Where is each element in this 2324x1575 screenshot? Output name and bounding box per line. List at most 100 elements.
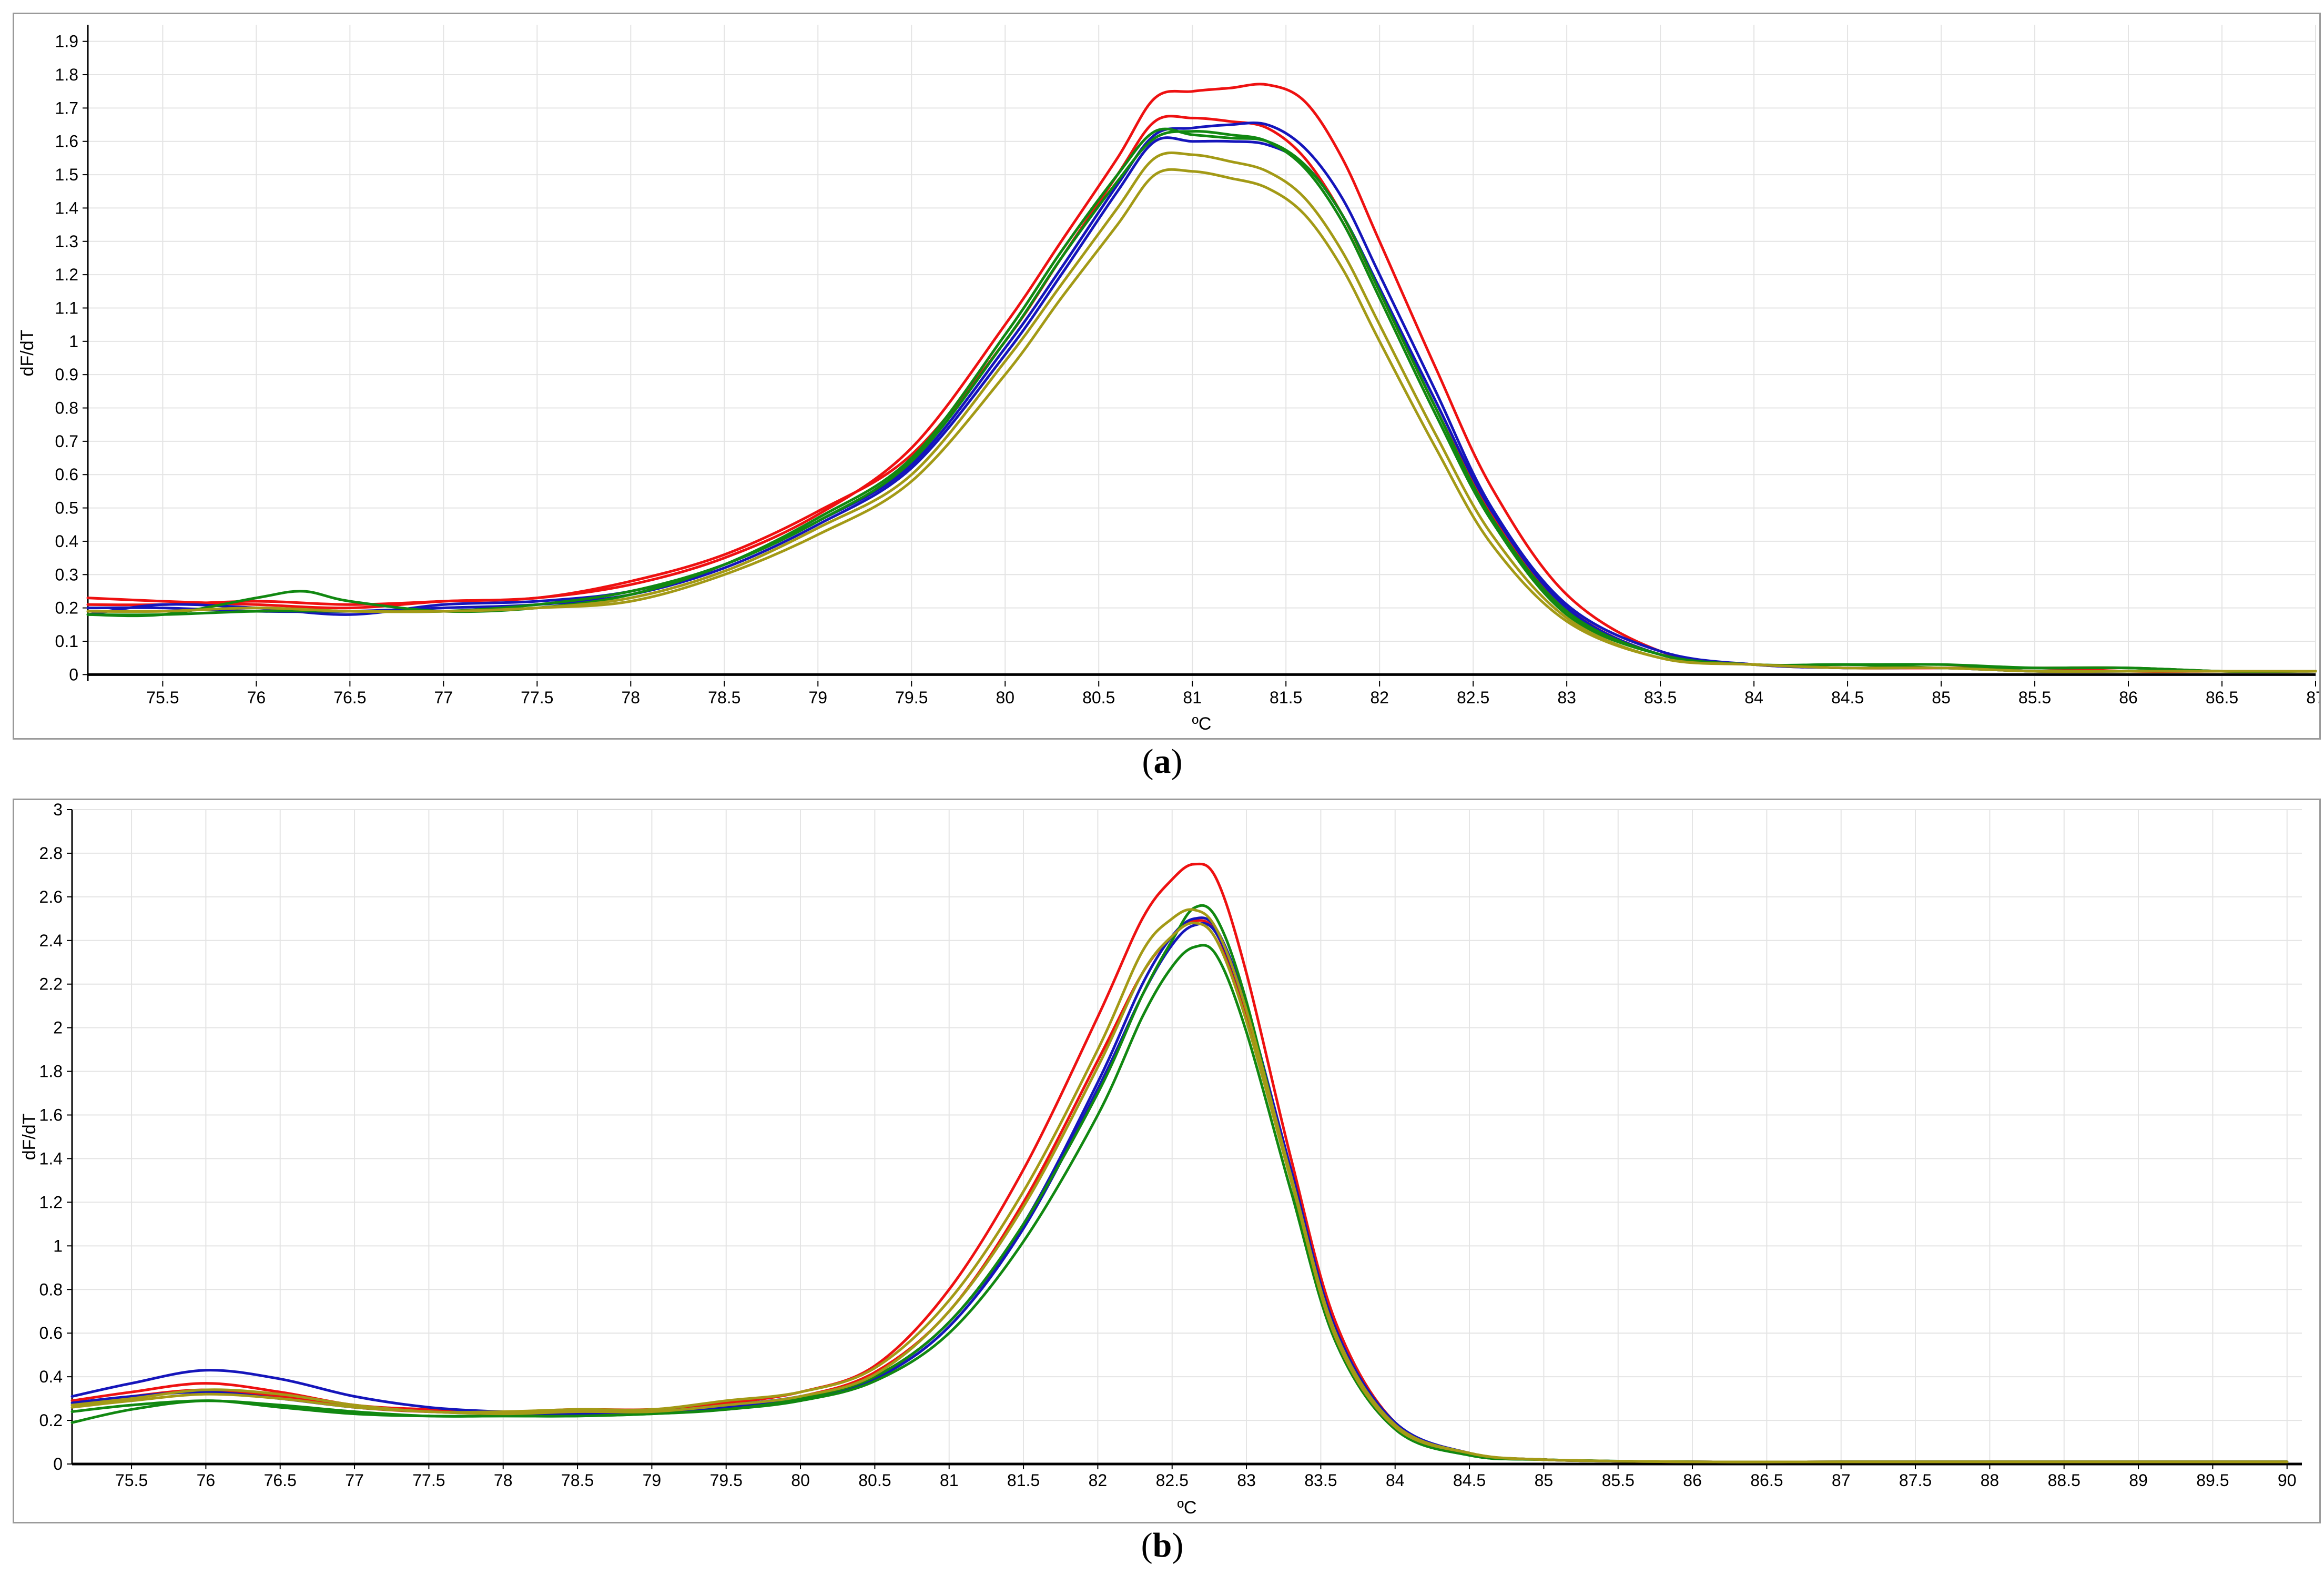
caption-b-letter: b (1152, 1526, 1172, 1564)
x-tick-label-b: 89.5 (2196, 1471, 2229, 1490)
x-axis-label-a: ºC (1192, 714, 1212, 734)
series-line-a-5 (86, 127, 2317, 673)
x-tick-label-b: 80.5 (858, 1471, 891, 1490)
y-tick-label-a: 0.3 (55, 565, 78, 584)
caption-b-open: ( (1141, 1526, 1153, 1564)
series-line-b-8 (70, 922, 2289, 1463)
x-tick-label-b: 89 (2129, 1471, 2148, 1490)
y-tick-label-a: 1.6 (55, 132, 78, 151)
series-line-a-4 (86, 136, 2317, 673)
y-tick-label-b: 1.2 (39, 1193, 63, 1211)
panel-a-frame: 75.5 76 76.5 77 77.5 78 78.5 79 79.5 80 80.5 81 81.5… (13, 13, 2324, 740)
series-group-b (70, 862, 2289, 1463)
x-tick-label-b: 76.5 (264, 1471, 297, 1490)
y-tick-label-a: 0.7 (55, 432, 78, 451)
x-tick-label-a: 79.5 (895, 688, 928, 707)
x-tick-label-a: 83.5 (1644, 688, 1677, 707)
y-tick-label-b: 0.8 (39, 1280, 63, 1299)
x-tick-label-b: 83.5 (1304, 1471, 1337, 1490)
y-tick-label-b: 1.8 (39, 1062, 63, 1081)
x-tick-label-a: 84 (1744, 688, 1763, 707)
x-tick-label-a: 80 (996, 688, 1014, 707)
chart-b: 75.5 76 76.5 77 77.5 78 78.5 79 79.5 80 80.5 81 81.5… (19, 800, 2302, 1518)
grid-b (72, 809, 2302, 1465)
y-tick-label-b: 0.4 (39, 1367, 63, 1386)
series-line-b-2 (70, 919, 2289, 1463)
chart-a: 75.5 76 76.5 77 77.5 78 78.5 79 79.5 80 80.5 81 81.5… (17, 25, 2324, 734)
caption-b-close: ) (1172, 1526, 1184, 1564)
x-tick-label-b: 86 (1683, 1471, 1702, 1490)
x-tick-label-b: 78 (494, 1471, 513, 1490)
y-tick-label-b: 2 (53, 1018, 63, 1037)
y-tick-label-a: 1 (69, 332, 78, 351)
series-line-b-4 (70, 922, 2289, 1463)
x-tick-label-a: 75.5 (146, 688, 179, 707)
x-tick-label-b: 81.5 (1007, 1471, 1040, 1490)
x-tick-label-b: 78.5 (561, 1471, 594, 1490)
x-tick-label-b: 88.5 (2048, 1471, 2081, 1490)
y-axis-label-a: dF/dT (17, 330, 37, 377)
x-tick-label-a: 84.5 (1831, 688, 1864, 707)
x-tick-label-a: 85.5 (2018, 688, 2051, 707)
x-tick-label-b: 79.5 (710, 1471, 743, 1490)
x-tick-label-b: 86.5 (1750, 1471, 1783, 1490)
series-line-a-7 (86, 151, 2317, 673)
x-tick-label-a: 78 (622, 688, 641, 707)
x-tick-label-a: 76.5 (333, 688, 366, 707)
y-tick-label-a: 1.1 (55, 298, 78, 317)
series-line-a-8 (86, 168, 2317, 673)
x-tick-label-b: 82.5 (1156, 1471, 1189, 1490)
y-tick-label-a: 0.9 (55, 365, 78, 384)
x-tick-label-b: 79 (643, 1471, 662, 1490)
grid-a (88, 25, 2316, 681)
x-tick-label-a: 85 (1932, 688, 1951, 707)
y-tick-label-a: 1.9 (55, 32, 78, 51)
series-line-b-5 (70, 904, 2289, 1463)
x-tick-label-b: 85 (1535, 1471, 1554, 1490)
x-tick-label-a: 82.5 (1457, 688, 1489, 707)
y-tick-label-a: 1.5 (55, 165, 78, 184)
x-tick-label-b: 90 (2278, 1471, 2297, 1490)
caption-a-letter: a (1153, 742, 1171, 781)
caption-b: (b) (1110, 1526, 1215, 1566)
y-tick-label-b: 2.4 (39, 931, 63, 950)
x-tick-label-a: 76 (247, 688, 266, 707)
x-tick-label-a: 79 (808, 688, 827, 707)
y-tick-label-a: 1.4 (55, 198, 78, 217)
x-tick-label-b: 88 (1981, 1471, 2000, 1490)
y-tick-label-a: 0.4 (55, 532, 78, 551)
x-tick-label-a: 86.5 (2206, 688, 2238, 707)
x-tick-label-a: 77 (434, 688, 453, 707)
x-tick-label-b: 80 (791, 1471, 810, 1490)
series-line-a-3 (86, 122, 2317, 673)
x-tick-label-a: 83 (1557, 688, 1576, 707)
x-tick-label-a: 81.5 (1270, 688, 1302, 707)
x-tick-label-b: 75.5 (115, 1471, 148, 1490)
y-tick-label-b: 3 (53, 800, 63, 819)
x-tick-label-b: 81 (940, 1471, 959, 1490)
x-tick-label-a: 81 (1183, 688, 1202, 707)
caption-a-open: ( (1142, 742, 1154, 781)
x-tick-label-b: 87.5 (1899, 1471, 1932, 1490)
x-tick-label-a: 87 (2306, 688, 2319, 707)
caption-a: (a) (1110, 742, 1215, 782)
y-tick-label-a: 0.6 (55, 465, 78, 484)
x-axis-label-b: ºC (1178, 1498, 1197, 1518)
y-tick-label-b: 0.6 (39, 1324, 63, 1342)
x-tick-label-a: 80.5 (1082, 688, 1115, 707)
series-line-b-7 (70, 908, 2289, 1463)
x-tick-label-a: 77.5 (521, 688, 553, 707)
x-tick-label-b: 84 (1386, 1471, 1405, 1490)
y-axis-label-b: dF/dT (19, 1114, 39, 1160)
series-line-a-2 (86, 115, 2317, 673)
y-tick-label-b: 1.4 (39, 1149, 63, 1168)
y-tick-label-a: 1.3 (55, 232, 78, 251)
y-tick-label-a: 1.2 (55, 265, 78, 284)
y-tick-label-a: 0.8 (55, 399, 78, 418)
y-tick-label-a: 0.5 (55, 499, 78, 518)
x-tick-label-b: 82 (1089, 1471, 1108, 1490)
x-tick-label-b: 87 (1832, 1471, 1851, 1490)
panel-b-frame: 75.5 76 76.5 77 77.5 78 78.5 79 79.5 80 80.5 81 81.5… (13, 799, 2321, 1523)
caption-a-close: ) (1171, 742, 1183, 781)
